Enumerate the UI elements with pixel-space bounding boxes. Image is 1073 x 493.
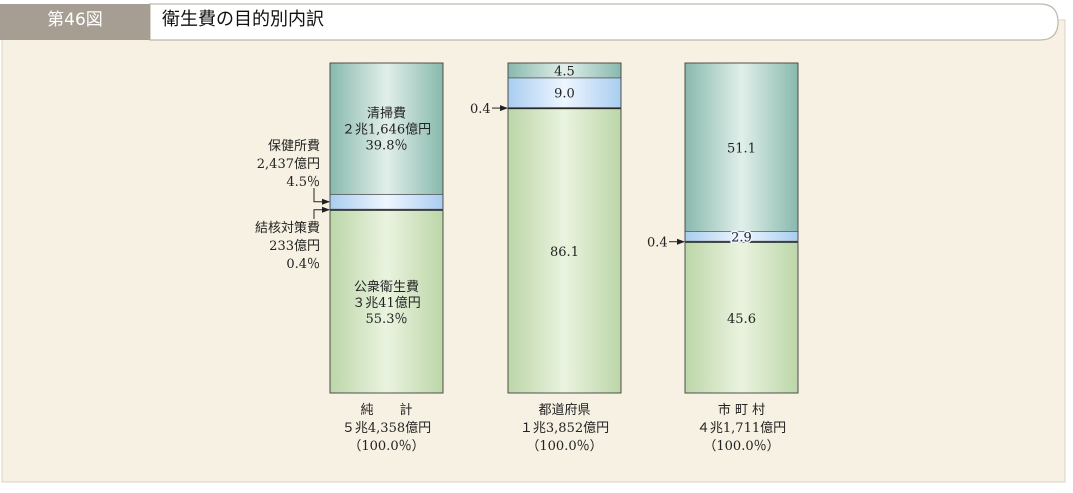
bar-segment — [329, 210, 444, 394]
bar-segment — [684, 242, 799, 394]
segment-value-label: 4.5 — [554, 64, 575, 79]
segment-value-label: 51.1 — [727, 141, 756, 156]
bar-outline — [507, 62, 622, 394]
bar-segment — [329, 193, 444, 210]
outside-label: 0.4％ — [286, 257, 320, 272]
segment-label: 清掃費 — [367, 106, 406, 122]
callout-value-label: 0.4 — [470, 102, 491, 117]
bar-outline — [684, 62, 799, 394]
segment-label: 39.8％ — [366, 139, 408, 154]
category-label: 都道府県 — [538, 403, 590, 418]
segment-label: 55.3％ — [366, 312, 408, 327]
segment-label: ３兆41億円 — [352, 295, 421, 311]
category-label: 市 町 村 — [718, 402, 765, 418]
bar-outline — [329, 62, 444, 394]
bar-segment — [507, 108, 622, 394]
segment-label: 公衆衛生費 — [354, 279, 419, 295]
outside-label: 233億円 — [269, 238, 320, 254]
category-total-label: （100.0％） — [526, 439, 602, 454]
segment-value-label: 86.1 — [550, 245, 579, 260]
category-total-label: （100.0％） — [703, 439, 779, 454]
category-label: 純 計 — [360, 402, 412, 418]
bar-segment — [685, 240, 798, 243]
figure-number: 第46図 — [47, 10, 103, 30]
category-total-label: （100.0％） — [348, 439, 424, 454]
segment-value-label: 45.6 — [727, 312, 756, 327]
bar-segment — [330, 208, 443, 211]
segment-value-label: 2.9 — [731, 230, 752, 245]
outside-label: 4.5％ — [286, 175, 320, 190]
category-total-label: ４兆1,711億円 — [697, 420, 786, 436]
category-total-label: ５兆4,358億円 — [342, 420, 431, 436]
outside-label: 結核対策費 — [255, 220, 320, 236]
outside-label: 2,437億円 — [257, 156, 320, 172]
segment-value-label: 9.0 — [554, 87, 575, 102]
bar-segment — [684, 62, 799, 232]
outside-label: 保健所費 — [268, 139, 320, 154]
category-total-label: １兆3,852億円 — [520, 420, 609, 436]
title-bar: 第46図 衛生費の目的別内訳 — [0, 0, 1073, 40]
bar-segment — [508, 107, 621, 109]
callout-value-label: 0.4 — [647, 236, 668, 251]
callout-arrow — [313, 206, 330, 219]
segment-label: ２兆1,646億円 — [342, 122, 431, 138]
figure-title: 衛生費の目的別内訳 — [162, 9, 324, 30]
callout-arrow — [313, 188, 330, 205]
